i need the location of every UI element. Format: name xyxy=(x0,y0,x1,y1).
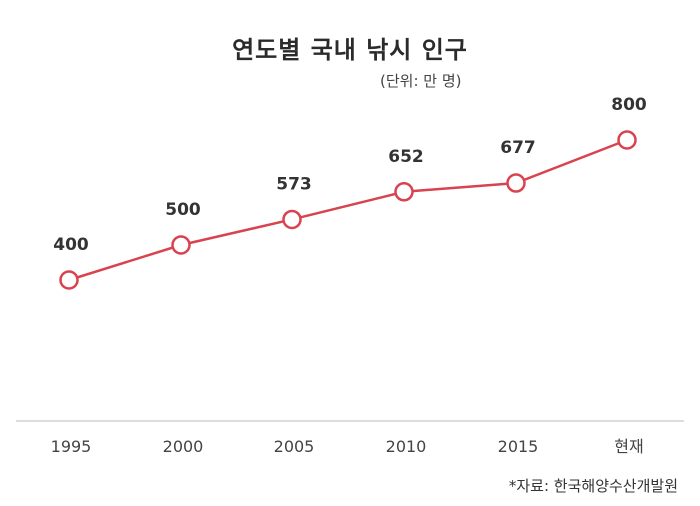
data-label: 652 xyxy=(388,147,424,167)
data-label: 677 xyxy=(500,138,536,158)
x-tick-label: 2000 xyxy=(163,437,204,456)
data-point-marker xyxy=(282,209,302,230)
x-tick-label: 현재 xyxy=(614,437,643,456)
data-point-marker xyxy=(394,182,414,202)
x-tick-label: 2005 xyxy=(274,437,315,456)
data-point-marker xyxy=(506,173,526,193)
data-label: 400 xyxy=(53,235,89,255)
data-point-marker xyxy=(617,130,637,150)
data-point-marker xyxy=(171,235,191,255)
source-note: *자료: 한국해양수산개발원 xyxy=(508,477,678,495)
x-tick-label: 1995 xyxy=(51,437,92,456)
data-label: 800 xyxy=(611,95,647,115)
data-point-marker xyxy=(59,270,79,290)
data-label: 573 xyxy=(276,174,312,194)
chart-title: 연도별 국내 낚시 인구 xyxy=(232,36,468,64)
x-tick-label: 2010 xyxy=(386,437,427,456)
series-line xyxy=(68,138,628,282)
x-tick-label: 2015 xyxy=(498,437,539,456)
unit-label: (단위: 만 명) xyxy=(380,72,462,90)
data-label: 500 xyxy=(165,200,201,220)
